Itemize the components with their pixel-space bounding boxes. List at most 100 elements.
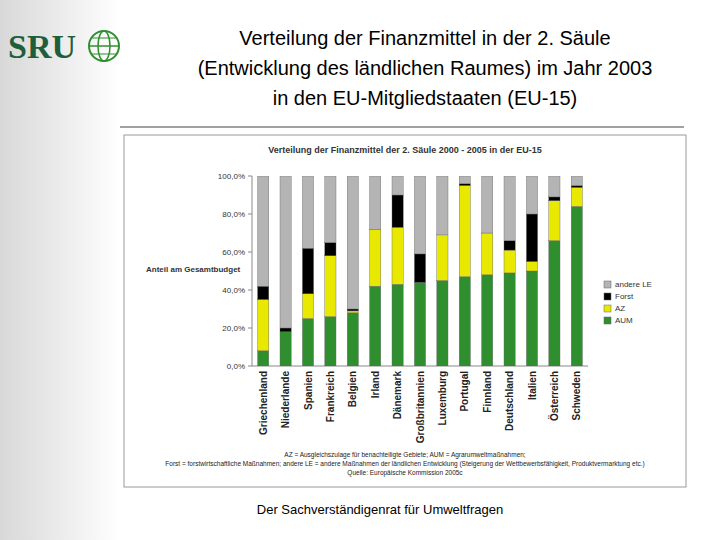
bar-segment <box>302 294 313 319</box>
bar-segment <box>437 281 448 367</box>
bar-segment <box>325 256 336 317</box>
x-tick-label: Italien <box>527 371 538 400</box>
x-tick-label: Griechenland <box>258 371 269 435</box>
slide-bg <box>0 0 720 540</box>
bar-segment <box>370 286 381 366</box>
globe-equator <box>89 45 119 47</box>
y-tick <box>248 176 252 177</box>
y-tick-label: 80,0% <box>222 210 245 219</box>
bar-segment <box>414 254 425 283</box>
bar-segment <box>280 332 291 366</box>
x-tick-label: Niederlande <box>280 371 291 429</box>
bar-segment <box>347 313 358 366</box>
bar-segment <box>280 328 291 332</box>
logo-text: SRU <box>8 28 76 65</box>
bar-segment <box>549 176 560 197</box>
y-tick-label: 60,0% <box>222 248 245 257</box>
bar-segment <box>392 284 403 366</box>
bar-segment <box>482 233 493 275</box>
bar-segment <box>414 176 425 254</box>
bar-segment <box>347 176 358 309</box>
x-tick-label: Schweden <box>571 371 582 420</box>
bar-segment <box>571 186 582 188</box>
y-tick <box>248 252 252 253</box>
bar-segment <box>549 201 560 241</box>
bar-segment <box>459 186 470 277</box>
slide-title: in den EU-Mitgliedstaaten (EU-15) <box>273 87 578 109</box>
title-rule <box>120 127 684 128</box>
bar-segment <box>459 176 470 184</box>
bar-segment <box>370 229 381 286</box>
bar-segment <box>571 206 582 366</box>
x-tick-label: Luxemburg <box>437 371 448 425</box>
bar-segment <box>526 214 537 262</box>
side-band <box>0 0 120 540</box>
bar-segment <box>325 176 336 243</box>
bar-segment <box>325 243 336 256</box>
y-tick <box>248 328 252 329</box>
bar-segment <box>549 241 560 366</box>
footnote: Quelle: Europäische Kommission 2005c <box>347 469 463 477</box>
legend-label: AUM <box>615 316 633 325</box>
globe-lat <box>92 38 116 39</box>
x-tick-label: Dänemark <box>392 371 403 420</box>
bar-segment <box>302 248 313 294</box>
x-tick-label: Spanien <box>303 371 314 410</box>
y-tick <box>248 366 252 367</box>
bar-segment <box>482 275 493 366</box>
bar-segment <box>571 176 582 186</box>
bar-segment <box>459 277 470 366</box>
y-tick-label: 0,0% <box>227 362 245 371</box>
y-tick <box>248 290 252 291</box>
y-tick-label: 40,0% <box>222 286 245 295</box>
bars <box>258 176 583 366</box>
bar-segment <box>571 187 582 206</box>
bar-segment <box>504 273 515 366</box>
bar-segment <box>302 176 313 248</box>
bar-segment <box>526 176 537 214</box>
bar-segment <box>392 195 403 227</box>
x-tick-label: Deutschland <box>504 371 515 431</box>
bar-segment <box>437 176 448 235</box>
footnote: AZ = Ausgleichszulage für benachteiligte… <box>284 451 526 459</box>
legend-label: andere LE <box>615 280 652 289</box>
bar-segment <box>504 250 515 273</box>
slide-title: Verteilung der Finanzmittel in der 2. Sä… <box>239 27 610 49</box>
globe-ring <box>89 31 119 61</box>
bar-segment <box>549 197 560 201</box>
bar-segment <box>414 282 425 366</box>
x-tick-label: Österreich <box>548 371 560 421</box>
footnote: Forst = forstwirtschaftliche Maßnahmen; … <box>165 460 644 468</box>
bar-segment <box>526 262 537 272</box>
bar-segment <box>258 176 269 286</box>
bar-segment <box>347 311 358 313</box>
legend-swatch <box>604 305 611 312</box>
bar-segment <box>504 176 515 241</box>
bar-segment <box>437 235 448 281</box>
x-tick-label: Frankreich <box>325 371 336 422</box>
bar-segment <box>325 317 336 366</box>
x-tick-label: Finnland <box>482 371 493 413</box>
chart-panel <box>124 135 686 487</box>
x-tick-label: Irland <box>370 371 381 398</box>
x-tick-label: Großbritannien <box>415 371 426 443</box>
bar-segment <box>258 286 269 299</box>
legend-swatch <box>604 281 611 288</box>
legend-swatch <box>604 317 611 324</box>
legend-label: Forst <box>615 292 634 301</box>
slide-title: (Entwicklung des ländlichen Raumes) im J… <box>198 57 653 79</box>
y-axis <box>252 176 253 366</box>
bar-segment <box>482 176 493 233</box>
bar-segment <box>280 176 291 328</box>
y-tick-label: 20,0% <box>222 324 245 333</box>
legend-swatch <box>604 293 611 300</box>
y-tick-label: 100,0% <box>218 172 245 181</box>
chart-title: Verteilung der Finanzmittel der 2. Säule… <box>268 145 542 155</box>
legend-label: AZ <box>615 304 625 313</box>
x-tick-label: Portugal <box>459 371 470 412</box>
bar-segment <box>347 309 358 311</box>
bar-segment <box>504 241 515 251</box>
bar-segment <box>459 184 470 186</box>
bar-segment <box>370 176 381 229</box>
globe-lat <box>92 54 116 55</box>
